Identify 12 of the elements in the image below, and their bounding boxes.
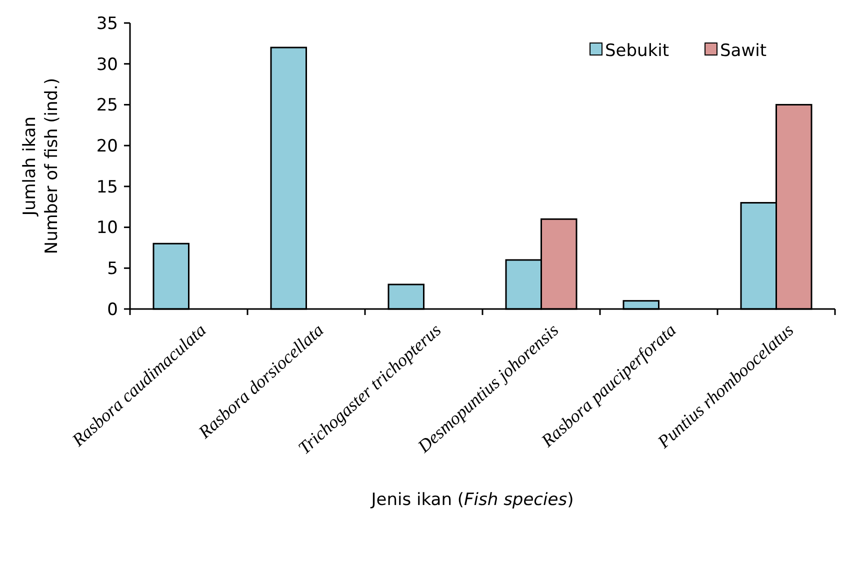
y-tick-label: 5: [107, 259, 118, 280]
y-tick-label: 15: [96, 177, 118, 198]
y-tick-label: 20: [96, 136, 118, 157]
y-tick-label: 35: [96, 14, 118, 34]
y-tick-label: 0: [107, 300, 118, 320]
y-tick-label: 10: [96, 218, 118, 238]
x-axis-title: Jenis ikan (Fish species): [370, 490, 574, 510]
y-tick-label: 30: [96, 54, 118, 75]
y-tick-label: 25: [96, 96, 118, 116]
legend-label: Sebukit: [605, 40, 670, 61]
y-axis-title: Jumlah ikan Number of fish (ind.): [20, 78, 62, 254]
legend-label: Sawit: [720, 40, 767, 61]
